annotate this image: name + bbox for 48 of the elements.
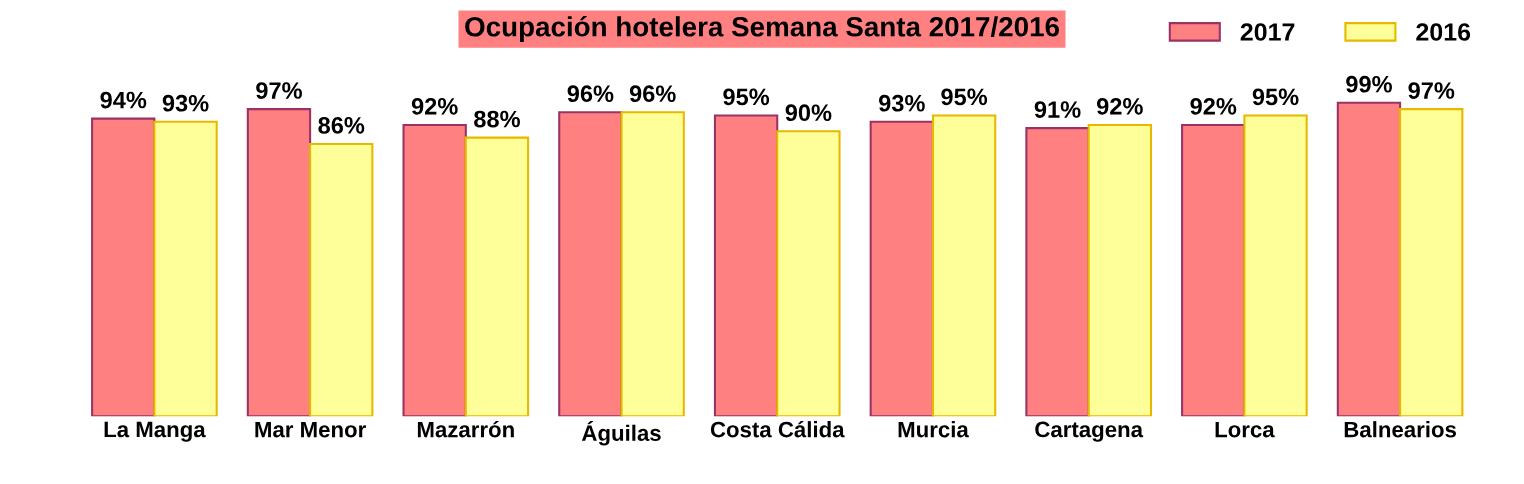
bar <box>402 123 467 417</box>
data-label: 96% <box>567 85 614 103</box>
data-label: 99% <box>1346 75 1392 93</box>
bar <box>464 136 530 417</box>
data-label: 95% <box>1252 88 1299 106</box>
x-tick-label: Mazarrón <box>417 420 514 438</box>
data-label: 92% <box>411 98 458 115</box>
bar <box>1087 123 1152 417</box>
chart-title: Ocupación hotelera Semana Santa 2017/2016 <box>465 15 1059 43</box>
bar <box>1243 114 1308 417</box>
data-label: 93% <box>162 94 209 112</box>
data-label: 94% <box>100 91 147 109</box>
data-label: 88% <box>474 110 520 128</box>
x-tick-label: La Manga <box>104 421 206 442</box>
bar <box>869 120 934 417</box>
x-tick-label: Cartagena <box>1035 421 1144 442</box>
bar <box>1025 127 1090 417</box>
bar <box>246 108 312 417</box>
data-label: 95% <box>723 88 770 106</box>
x-tick-label: Balnearios <box>1344 421 1456 438</box>
x-tick-label: Murcia <box>898 421 969 438</box>
bar <box>558 111 623 417</box>
data-label: 97% <box>256 82 302 99</box>
legend-label: 2016 <box>1416 23 1471 41</box>
data-label: 93% <box>879 94 925 112</box>
legend-label: 2017 <box>1240 23 1295 41</box>
data-label: 92% <box>1190 98 1237 115</box>
bar <box>620 111 685 417</box>
bar <box>309 142 374 417</box>
data-label: 90% <box>785 104 832 122</box>
x-tick-label: Lorca <box>1215 421 1275 438</box>
bar <box>931 114 997 417</box>
bar <box>91 117 156 417</box>
data-label: 86% <box>318 117 365 134</box>
data-label: 95% <box>941 88 988 106</box>
data-label: 96% <box>629 85 676 103</box>
bar <box>153 120 218 417</box>
bar <box>1399 108 1464 417</box>
x-tick-label: Costa Cálida <box>710 420 845 438</box>
data-label: 97% <box>1408 82 1455 99</box>
bar <box>713 114 779 417</box>
data-label: 91% <box>1034 101 1081 118</box>
bar <box>776 130 841 417</box>
bar <box>1181 123 1246 417</box>
bar <box>1336 101 1402 417</box>
data-label: 92% <box>1097 98 1143 115</box>
x-tick-label: Águilas <box>581 421 661 446</box>
x-tick-label: Mar Menor <box>255 421 366 438</box>
